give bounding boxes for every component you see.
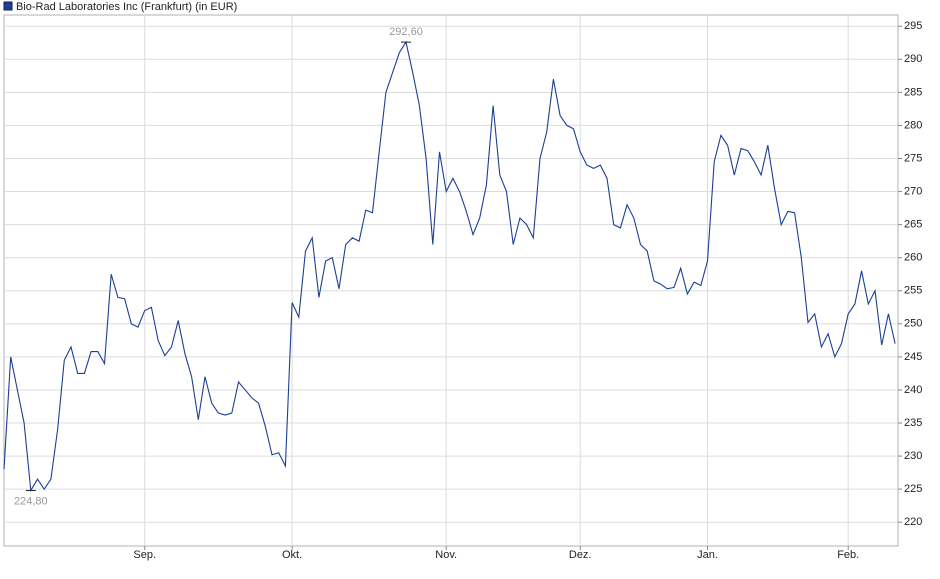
y-tick-label: 270	[904, 185, 922, 197]
plot-frame	[3, 14, 899, 547]
legend-swatch	[3, 1, 13, 11]
y-tick-label: 225	[904, 483, 922, 495]
y-tick-label: 230	[904, 450, 922, 462]
y-tick-label: 295	[904, 20, 922, 32]
y-tick-label: 220	[904, 516, 922, 528]
y-tick-label: 250	[904, 318, 922, 330]
y-tick-label: 260	[904, 252, 922, 264]
y-tick-label: 240	[904, 384, 922, 396]
value-label: 224,80	[14, 495, 48, 507]
y-tick-label: 255	[904, 285, 922, 297]
y-tick-label: 290	[904, 53, 922, 65]
y-tick-label: 265	[904, 219, 922, 231]
x-tick-label: Dez.	[569, 549, 592, 561]
x-tick-label: Feb.	[837, 549, 859, 561]
y-tick-label: 235	[904, 417, 922, 429]
price-line	[3, 40, 896, 493]
x-tick-label: Sep.	[133, 549, 156, 561]
y-tick-label: 280	[904, 119, 922, 131]
legend-label: Bio-Rad Laboratories Inc (Frankfurt) (in…	[16, 1, 237, 13]
x-tick-label: Okt.	[282, 549, 302, 561]
y-tick-label: 245	[904, 351, 922, 363]
y-tick-label: 285	[904, 86, 922, 98]
x-tick-label: Jan.	[697, 549, 718, 561]
y-tick-label: 275	[904, 152, 922, 164]
x-tick-label: Nov.	[435, 549, 457, 561]
value-label: 292,60	[389, 26, 423, 38]
